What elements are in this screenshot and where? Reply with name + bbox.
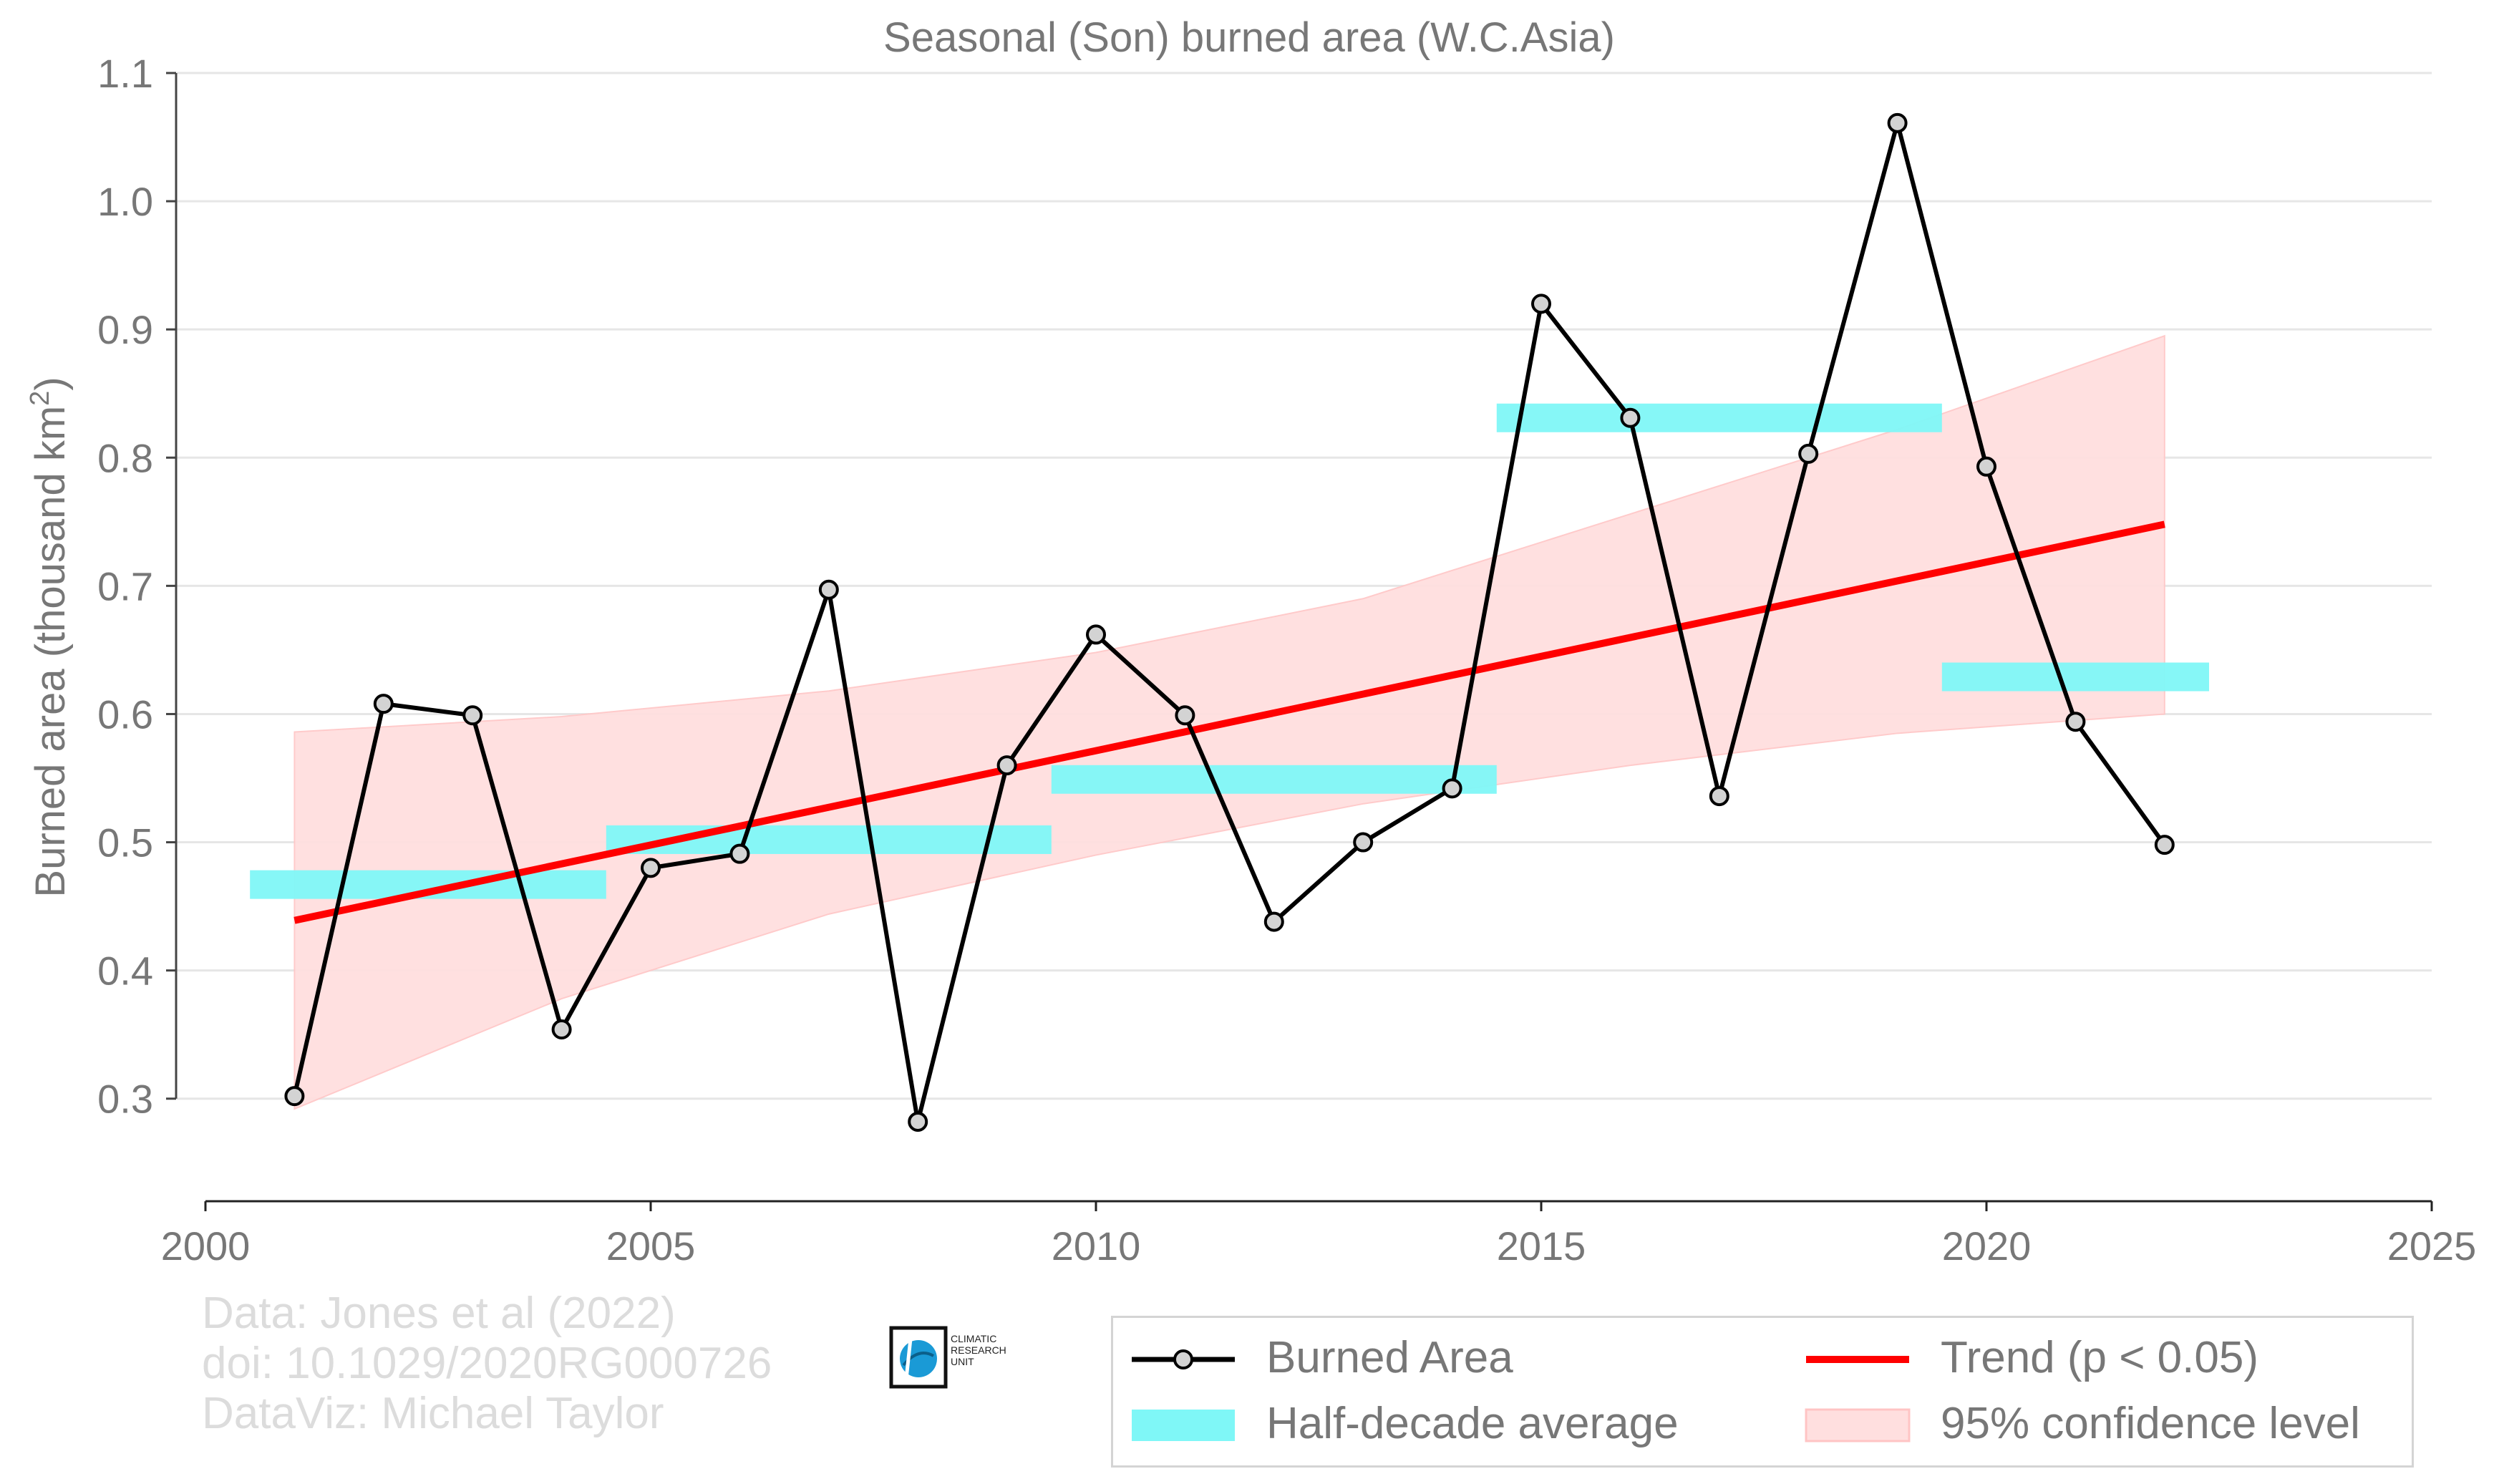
- half-decade-bar: [1051, 765, 1497, 794]
- burned-area-point: [641, 858, 661, 878]
- legend-swatch-half-decade: [1132, 1410, 1235, 1441]
- trend-line: [293, 520, 2165, 924]
- y-tick-label: 0.7: [97, 563, 153, 608]
- burned-area-point: [1353, 832, 1374, 853]
- half-decade-bars: [250, 403, 2209, 899]
- legend-swatch-burned-area-marker: [1173, 1349, 1193, 1369]
- half-decade-bar: [1941, 662, 2209, 692]
- y-tick-label: 1.1: [97, 51, 153, 96]
- burned-area-point: [1887, 112, 1908, 133]
- half-decade-bar: [1496, 403, 1942, 432]
- cru-logo-line2: RESEARCH: [951, 1344, 1006, 1356]
- burned-area-point: [729, 843, 750, 864]
- y-axis-label-sup: 2: [25, 391, 55, 406]
- chart-title: Seasonal (Son) burned area (W.C.Asia): [883, 14, 1615, 61]
- credit-doi: doi: 10.1029/2020RG000726: [202, 1339, 772, 1388]
- y-tick-label: 0.9: [97, 307, 153, 352]
- legend-label-burned-area: Burned Area: [1266, 1333, 1513, 1382]
- burned-area-series: [284, 112, 2175, 1132]
- y-tick-label: 0.8: [97, 435, 153, 480]
- trend-line-group: [293, 520, 2165, 924]
- burned-area-point: [2065, 712, 2086, 732]
- credit-dataviz: DataViz: Michael Taylor: [202, 1389, 664, 1438]
- legend-label-trend: Trend (p < 0.05): [1941, 1333, 2258, 1382]
- y-tick-label: 0.5: [97, 820, 153, 865]
- cru-logo-mark: [889, 1326, 948, 1389]
- legend: Burned Area Trend (p < 0.05) Half-decade…: [1111, 1316, 2414, 1468]
- legend-label-confidence: 95% confidence level: [1941, 1399, 2360, 1448]
- x-tick-label: 2005: [606, 1223, 696, 1269]
- burned-area-point: [1263, 911, 1284, 932]
- y-axis-label-main: Burned area (thousand km: [27, 406, 74, 898]
- burned-area-line: [292, 120, 2167, 1124]
- burned-area-point: [908, 1111, 928, 1132]
- x-tick-label: 2025: [2387, 1223, 2477, 1269]
- cru-logo-line3: UNIT: [951, 1356, 974, 1367]
- x-tick-label: 2010: [1052, 1223, 1141, 1269]
- burned-area-point: [551, 1019, 572, 1040]
- burned-area-point: [284, 1086, 305, 1107]
- burned-area-point: [1976, 456, 1996, 477]
- x-tick-label: 2000: [161, 1223, 251, 1269]
- legend-swatch-confidence: [1805, 1408, 1911, 1442]
- cru-logo-text: CLIMATIC RESEARCH UNIT: [951, 1333, 1006, 1367]
- legend-label-half-decade: Half-decade average: [1266, 1399, 1679, 1448]
- y-axis-label: Burned area (thousand km2): [25, 377, 74, 897]
- burned-area-point: [1531, 294, 1551, 314]
- burned-area-point: [1442, 778, 1462, 799]
- burned-area-point: [1798, 443, 1819, 464]
- y-tick-label: 0.3: [97, 1077, 153, 1122]
- cru-logo-line1: CLIMATIC: [951, 1333, 997, 1344]
- cru-logo: CLIMATIC RESEARCH UNIT: [889, 1326, 1039, 1390]
- burned-area-point: [1709, 786, 1729, 807]
- burned-area-point: [1086, 624, 1106, 645]
- credit-data: Data: Jones et al (2022): [202, 1289, 676, 1338]
- burned-area-point: [373, 694, 394, 714]
- burned-area-point: [818, 579, 839, 600]
- y-tick-label: 0.4: [97, 949, 153, 994]
- burned-area-point: [1620, 407, 1641, 428]
- x-tick-label: 2015: [1497, 1223, 1586, 1269]
- burned-area-point: [996, 755, 1017, 776]
- y-axis-label-end: ): [27, 377, 74, 390]
- legend-swatches: [1132, 1349, 1911, 1442]
- burned-area-point: [462, 705, 483, 726]
- y-tick-label: 0.6: [97, 692, 153, 737]
- x-tick-label: 2020: [1942, 1223, 2032, 1269]
- axes: 0.3 0.4 0.5 0.6 0.7 0.8 0.9 1.0 1.1 2000 2005 2010 2…: [97, 51, 2476, 1269]
- y-tick-label: 1.0: [97, 179, 153, 224]
- burned-area-point: [1175, 705, 1195, 726]
- burned-area-point: [2154, 835, 2175, 855]
